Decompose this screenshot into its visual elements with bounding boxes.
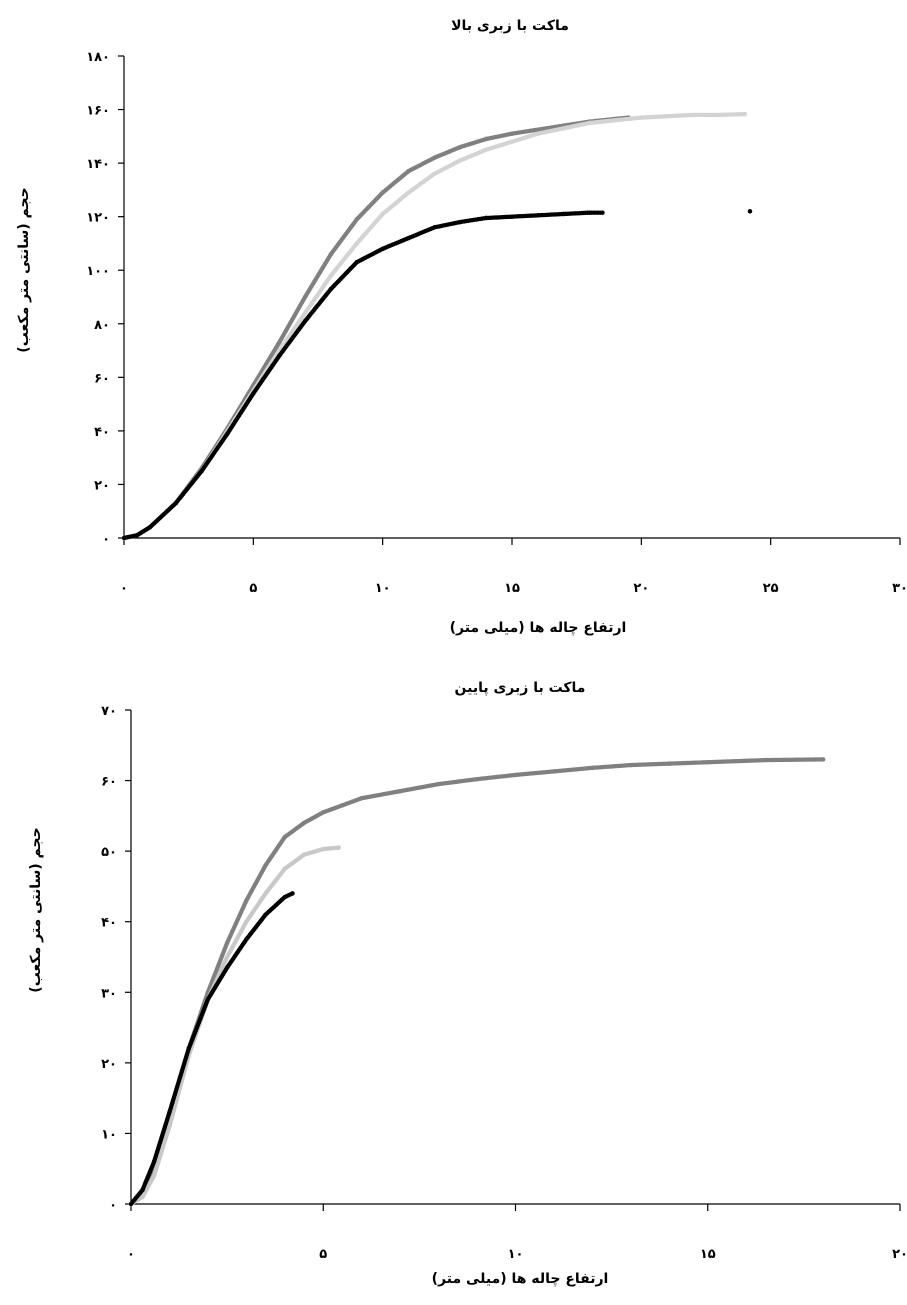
x-axis-label: ارتفاع چاله ها (میلی متر)	[450, 620, 627, 636]
series-3	[121, 209, 753, 541]
x-tick-label: ۱۰	[375, 581, 391, 596]
x-tick-label: ۲۰	[633, 581, 649, 596]
y-axis-label: حجم (سانتی متر مکعب)	[28, 827, 44, 992]
y-tick-label: ۲۰	[101, 1057, 117, 1072]
x-axis-label: ارتفاع چاله ها (میلی متر)	[432, 1271, 609, 1287]
y-tick-label: ۱۴۰	[86, 157, 110, 172]
y-tick-label: ۱۶۰	[86, 104, 110, 119]
y-tick-label: ۰	[102, 532, 110, 547]
y-tick-label: ۵۰	[101, 845, 117, 860]
x-tick-label: ۱۵	[504, 581, 520, 596]
data-point	[290, 891, 295, 896]
series-1	[128, 757, 826, 1207]
y-tick-label: ۴۰	[101, 916, 117, 931]
y-tick-label: ۸۰	[94, 318, 110, 333]
y-axis-label: حجم (سانتی متر مکعب)	[16, 187, 32, 352]
chart-title: ماکت با زبری پایین	[455, 680, 586, 696]
data-point	[820, 757, 826, 762]
x-tick-label: ۵	[319, 1247, 327, 1262]
x-tick-label: ۱۵	[700, 1247, 716, 1262]
x-tick-label: ۳۰	[892, 581, 907, 596]
y-tick-label: ۳۰	[101, 986, 117, 1001]
x-tick-label: ۰	[127, 1247, 135, 1262]
y-tick-label: ۶۰	[94, 371, 110, 386]
y-tick-label: ۲۰	[94, 478, 110, 493]
data-point	[600, 210, 605, 215]
chart-1: ماکت با زبری بالا۰۲۰۴۰۶۰۸۰۱۰۰۱۲۰۱۴۰۱۶۰۱۸…	[16, 18, 907, 636]
y-tick-label: ۷۰	[101, 704, 117, 719]
chart-title: ماکت با زبری بالا	[451, 18, 569, 34]
series-3	[128, 891, 295, 1207]
x-tick-label: ۵	[249, 581, 257, 596]
y-tick-label: ۱۸۰	[86, 50, 110, 65]
x-tick-label: ۰	[120, 581, 128, 596]
y-tick-label: ۰	[109, 1198, 117, 1213]
data-point	[336, 845, 341, 850]
x-tick-label: ۲۵	[763, 581, 779, 596]
y-tick-label: ۱۰	[101, 1127, 117, 1142]
series-2	[121, 111, 747, 541]
series-2	[128, 845, 341, 1207]
y-tick-label: ۱۲۰	[86, 211, 110, 226]
y-tick-label: ۱۰۰	[86, 264, 110, 279]
x-tick-label: ۱۰	[508, 1247, 524, 1262]
chart-2: ماکت با زبری پایین ۰ ۱۰ ۲۰ ۳۰ ۴۰ ۵۰ ۶۰ ۷۰ ۰ ۵ ۱۰ ۱۵ ۲…	[28, 680, 907, 1287]
data-point	[747, 209, 753, 214]
y-tick-label: ۴۰	[94, 425, 110, 440]
y-tick-label: ۶۰	[101, 775, 117, 790]
data-point	[742, 111, 747, 117]
x-tick-label: ۲۰	[892, 1247, 907, 1262]
